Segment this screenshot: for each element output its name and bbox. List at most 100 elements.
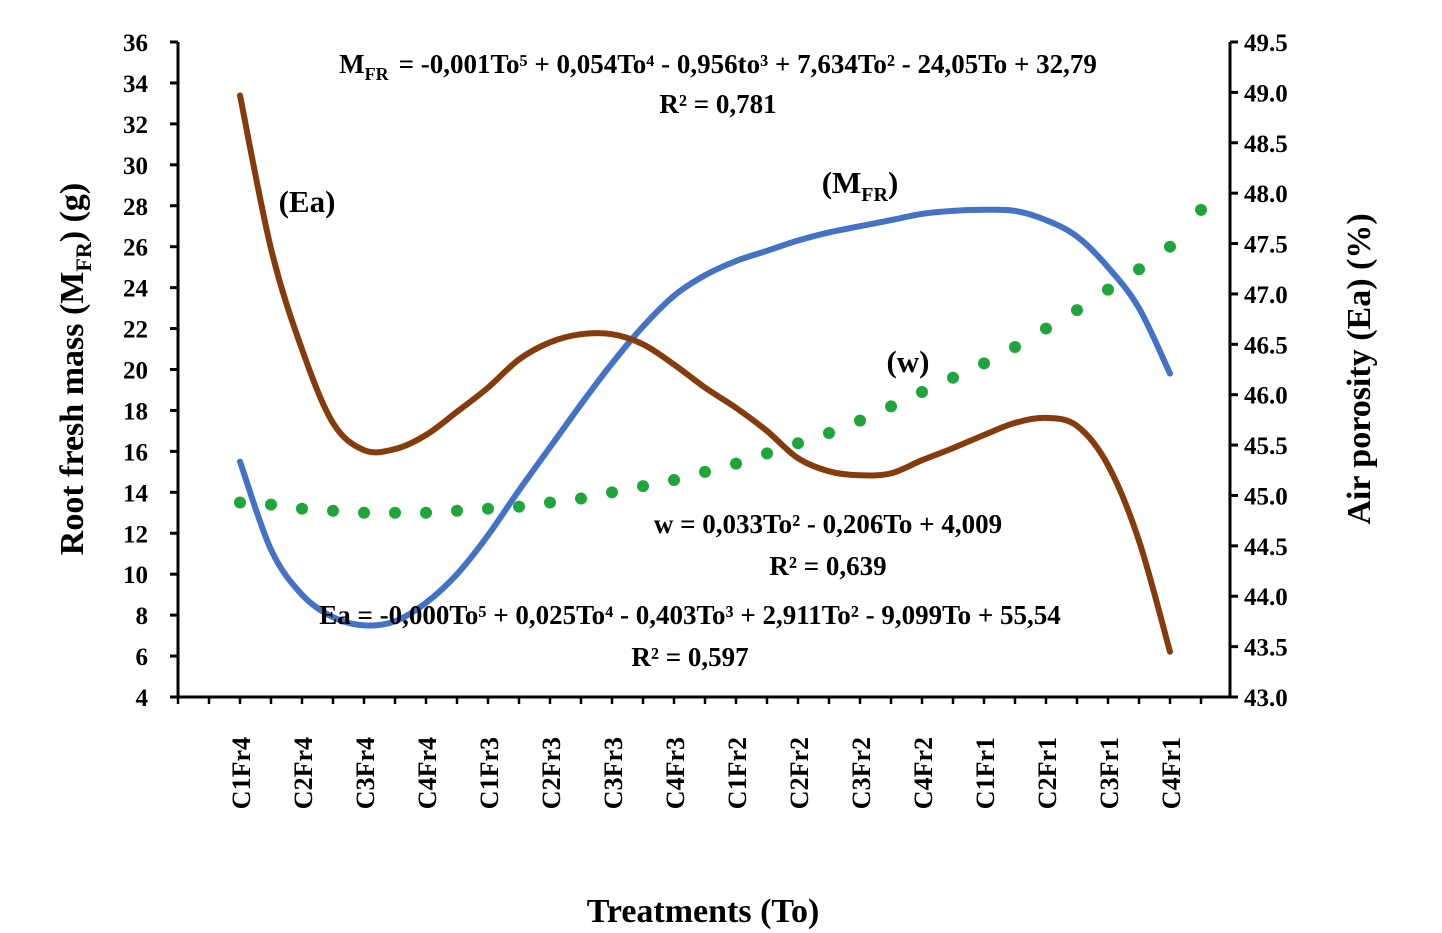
series-w-point <box>327 504 339 517</box>
series-w-point <box>730 457 742 470</box>
series-w-point <box>265 498 277 511</box>
y-right-tick-label: 44.0 <box>1244 584 1288 611</box>
series-w-point <box>761 447 773 460</box>
x-tick-label: C4Fr1 <box>1157 737 1186 809</box>
y-right-tick-label: 45.5 <box>1244 433 1288 460</box>
series-w-point <box>451 504 463 517</box>
y-left-tick-label: 28 <box>123 194 148 221</box>
series-w-point <box>978 357 990 370</box>
x-tick-label: C1Fr3 <box>475 737 504 809</box>
x-tick-label: C1Fr2 <box>723 737 752 809</box>
series-w-point <box>823 426 835 439</box>
series-ea-line <box>237 92 1173 655</box>
y-right-tick-label: 43.0 <box>1244 685 1288 712</box>
y-right-tick-label: 46.0 <box>1244 383 1288 410</box>
series-w-point <box>885 400 897 413</box>
y-left-tick-label: 36 <box>123 30 148 57</box>
mfr-equation-lhs-sub: FR <box>365 64 390 84</box>
x-tick-label: C3Fr2 <box>847 737 876 809</box>
series-label-mfr: (MFR) <box>822 165 899 206</box>
y-left-axis-title: Root fresh mass (MFR) (g) <box>54 183 96 555</box>
y-right-tick-label: 48.0 <box>1244 181 1288 208</box>
series-w-point <box>358 506 370 519</box>
y-left-tick-label: 34 <box>123 71 149 98</box>
series-w-point <box>575 492 587 505</box>
y-left-title-tail: ) (g) <box>54 183 91 242</box>
w-r2: R² = 0,639 <box>769 551 886 581</box>
mfr-equation-rhs: = -0,001To⁵ + 0,054To⁴ - 0,956to³ + 7,63… <box>399 49 1097 79</box>
y-right-tick-label: 46.5 <box>1244 332 1288 359</box>
series-w-point <box>1102 283 1114 296</box>
series-w-point <box>854 414 866 427</box>
y-left-tick-label: 24 <box>123 276 149 303</box>
series-w-point <box>1009 340 1021 353</box>
ea-r2: R² = 0,597 <box>631 642 748 672</box>
series-w-point <box>234 496 246 509</box>
y-left-tick-label: 22 <box>123 317 148 344</box>
x-tick-label: C4Fr3 <box>661 737 690 809</box>
y-left-title-sub: FR <box>71 241 96 271</box>
series-w-point <box>668 474 680 487</box>
mfr-equation-lhs: M <box>339 49 364 79</box>
y-left-tick-label: 8 <box>136 603 149 630</box>
series-label-w: (w) <box>886 344 929 379</box>
series-w-point <box>606 486 618 499</box>
series-w-point <box>1133 263 1145 276</box>
x-tick-label: C2Fr4 <box>289 737 318 809</box>
x-tick-label: C4Fr4 <box>413 737 442 809</box>
text-layer: MFR = -0,001To⁵ + 0,054To⁴ - 0,956to³ + 7… <box>54 49 1378 930</box>
series-label-mfr-main: (M <box>822 165 862 200</box>
y-right-tick-label: 47.0 <box>1244 282 1288 309</box>
y-right-tick-label: 45.0 <box>1244 483 1288 510</box>
y-left-tick-label: 32 <box>123 112 148 139</box>
series-w-point <box>947 371 959 384</box>
y-right-tick-label: 44.5 <box>1244 534 1288 561</box>
series-mfr-line <box>237 206 1173 629</box>
x-tick-label: C4Fr2 <box>909 737 938 809</box>
x-tick-label: C1Fr4 <box>227 737 256 809</box>
ea-equation: Ea = -0,000To⁵ + 0,025To⁴ - 0,403To³ + 2… <box>319 600 1061 630</box>
series-w-point <box>792 437 804 450</box>
series-w-point <box>1164 240 1176 253</box>
x-axis-title: Treatments (To) <box>587 893 820 930</box>
series-w-point <box>916 386 928 399</box>
series-label-mfr-sub: FR <box>861 184 888 206</box>
series-w-point <box>699 465 711 478</box>
y-left-tick-label: 18 <box>123 398 148 425</box>
y-right-tick-label: 49.5 <box>1244 30 1288 57</box>
y-left-tick-label: 4 <box>136 685 149 712</box>
y-left-title-main: Root fresh mass (M <box>54 272 91 556</box>
x-tick-label: C1Fr1 <box>971 737 1000 809</box>
y-right-axis-title: Air porosity (Ea) (%) <box>1341 213 1378 524</box>
x-tick-label: C3Fr4 <box>351 737 380 809</box>
y-left-tick-label: 16 <box>123 439 148 466</box>
axes-layer: 4 6 8 10 12 14 16 18 20 22 24 26 28 30 32 34 36 43.0 43.5 4… <box>123 30 1288 809</box>
series-w-point <box>296 502 308 515</box>
x-tick-label: C2Fr1 <box>1033 737 1062 809</box>
mfr-equation: MFR = -0,001To⁵ + 0,054To⁴ - 0,956to³ + 7… <box>339 49 1097 84</box>
y-left-tick-label: 14 <box>123 480 149 507</box>
w-equation: w = 0,033To² - 0,206To + 4,009 <box>654 509 1002 539</box>
y-left-tick-label: 26 <box>123 235 148 262</box>
mfr-r2: R² = 0,781 <box>659 89 776 119</box>
series-w-point <box>544 496 556 509</box>
y-right-tick-label: 43.5 <box>1244 635 1288 662</box>
series-w-point <box>420 506 432 519</box>
y-right-tick-label: 49.0 <box>1244 80 1288 107</box>
series-w-point <box>389 506 401 519</box>
series-w-point <box>1040 322 1052 335</box>
x-tick-label: C2Fr2 <box>785 737 814 809</box>
series-layer <box>234 92 1207 655</box>
series-w-point <box>482 502 494 515</box>
series-w-point <box>1071 304 1083 317</box>
x-tick-label: C2Fr3 <box>537 737 566 809</box>
y-left-tick-label: 20 <box>123 358 148 385</box>
y-left-tick-label: 12 <box>123 521 148 548</box>
y-left-tick-label: 6 <box>136 644 149 671</box>
series-label-ea: (Ea) <box>279 184 336 219</box>
series-w-point <box>1195 203 1207 216</box>
series-w-point <box>513 500 525 513</box>
y-left-tick-label: 10 <box>123 562 148 589</box>
y-left-tick-label: 30 <box>123 153 148 180</box>
